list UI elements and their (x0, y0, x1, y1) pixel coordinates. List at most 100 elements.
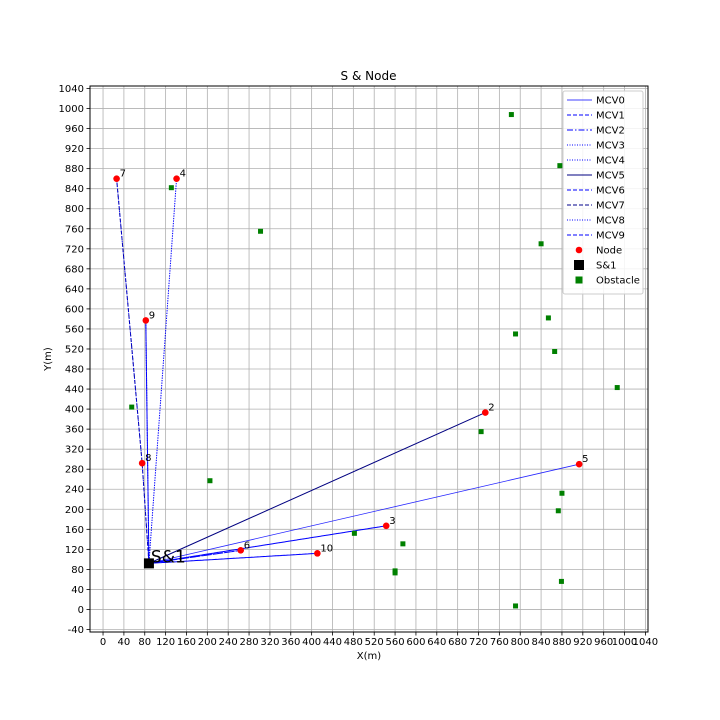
y-tick-label: 200 (65, 505, 84, 516)
x-tick-label: 400 (302, 637, 321, 648)
x-tick-label: 560 (386, 637, 405, 648)
y-tick-label: 560 (65, 324, 84, 335)
obstacle-marker (258, 228, 264, 234)
obstacle-marker (478, 429, 484, 435)
legend-node-marker (575, 246, 583, 254)
y-tick-label: 1000 (59, 104, 84, 115)
y-tick-label: 600 (65, 304, 84, 315)
x-tick-label: 1000 (612, 637, 637, 648)
node-marker (575, 460, 583, 468)
legend-box (562, 90, 644, 295)
y-tick-label: 80 (71, 565, 84, 576)
x-tick-label: 920 (573, 637, 592, 648)
y-tick-label: 680 (65, 264, 84, 275)
y-tick-label: 440 (65, 385, 84, 396)
legend-label: Node (596, 246, 622, 257)
obstacle-marker (168, 185, 174, 191)
node-label: 2 (488, 403, 494, 414)
node-label: 3 (389, 516, 395, 527)
x-tick-label: 120 (156, 637, 175, 648)
node-marker (138, 459, 146, 467)
obstacle-marker (207, 478, 213, 484)
node-label: 5 (582, 454, 588, 465)
legend: MCV0 MCV1 MCV2 MCV3 MCV4 MCV5 MCV6 MCV7 MCV8 MCV9… (562, 90, 644, 295)
legend-obstacle-marker (575, 276, 583, 284)
obstacle-marker (538, 241, 544, 247)
node-label: 7 (120, 169, 126, 180)
x-tick-label: 440 (323, 637, 342, 648)
obstacle-marker (129, 404, 135, 410)
x-tick-label: 360 (281, 637, 300, 648)
node-label: 4 (180, 169, 186, 180)
y-tick-label: 720 (65, 244, 84, 255)
x-tick-label: 840 (532, 637, 551, 648)
y-tick-label: 880 (65, 164, 84, 175)
y-tick-label: 480 (65, 365, 84, 376)
legend-label: Obstacle (596, 276, 640, 287)
node-markers: 2 3 4 5 6 7 8 9 10 S&1 (113, 169, 589, 569)
legend-label: MCV1 (596, 111, 625, 122)
x-tick-label: 40 (118, 637, 131, 648)
depot-label: S&1 (151, 547, 186, 567)
grid-layer (90, 86, 648, 632)
x-tick-label: 0 (100, 637, 106, 648)
y-tick-label: 0 (78, 605, 84, 616)
obstacle-marker (545, 315, 551, 321)
plot-frame (89, 85, 649, 633)
legend-label: MCV9 (596, 231, 625, 242)
y-tick-label: 120 (65, 545, 84, 556)
y-tick-label: -40 (68, 625, 84, 636)
chart-title: S & Node (341, 69, 397, 83)
node-marker (237, 547, 245, 554)
x-tick-label: 720 (469, 637, 488, 648)
obstacle-marker (513, 603, 519, 609)
x-tick-label: 80 (138, 637, 151, 648)
legend-label: MCV0 (596, 96, 625, 107)
legend-label: MCV8 (596, 216, 625, 227)
obstacle-marker (400, 541, 406, 547)
y-tick-label: 160 (65, 525, 84, 536)
node-label: 8 (145, 453, 151, 464)
x-axis-label: X(m) (357, 651, 381, 662)
obstacle-marker (392, 570, 398, 576)
y-tick-label: 320 (65, 445, 84, 456)
y-axis-label: Y(m) (43, 347, 54, 372)
y-tick-label: 840 (65, 184, 84, 195)
legend-label: MCV4 (596, 156, 625, 167)
legend-label: MCV6 (596, 186, 625, 197)
obstacle-marker (513, 331, 519, 337)
x-tick-label: 800 (511, 637, 530, 648)
axis-ticks: 0 40 80 120 160 200 240 280 320 360 400 440 480 520 56… (59, 84, 659, 648)
node-label: 10 (320, 543, 333, 554)
obstacle-marker (559, 490, 565, 496)
node-marker (113, 175, 120, 182)
obstacle-marker (508, 112, 514, 118)
x-tick-label: 520 (365, 637, 384, 648)
x-tick-label: 320 (260, 637, 279, 648)
y-tick-label: 40 (71, 585, 84, 596)
node-marker (314, 550, 321, 557)
obstacle-marker (351, 530, 357, 536)
legend-label: MCV7 (596, 201, 625, 212)
legend-label: MCV3 (596, 141, 625, 152)
obstacle-marker (555, 508, 561, 514)
y-tick-label: 800 (65, 204, 84, 215)
obstacle-marker (552, 348, 558, 354)
legend-label: S&1 (596, 261, 617, 272)
y-tick-label: 920 (65, 144, 84, 155)
x-tick-label: 760 (490, 637, 509, 648)
depot-marker (143, 558, 154, 569)
x-tick-label: 1040 (633, 637, 658, 648)
y-tick-label: 520 (65, 344, 84, 355)
x-tick-label: 480 (344, 637, 363, 648)
x-tick-label: 240 (219, 637, 238, 648)
y-tick-label: 280 (65, 465, 84, 476)
node-label: 6 (244, 540, 250, 551)
node-marker (481, 409, 489, 416)
y-tick-label: 400 (65, 405, 84, 416)
obstacle-markers (129, 112, 620, 609)
y-tick-label: 640 (65, 284, 84, 295)
obstacle-marker (558, 578, 564, 584)
node-marker (142, 317, 150, 324)
